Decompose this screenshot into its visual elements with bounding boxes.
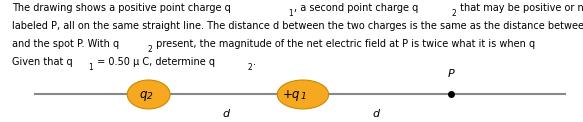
Text: d: d bbox=[373, 109, 380, 119]
Text: 2: 2 bbox=[146, 92, 152, 101]
Text: The drawing shows a positive point charge q: The drawing shows a positive point charg… bbox=[12, 3, 230, 13]
Text: q: q bbox=[139, 88, 146, 101]
Text: P: P bbox=[448, 69, 455, 79]
Text: Given that q: Given that q bbox=[12, 57, 72, 67]
Text: that may be positive or negative, and a spot: that may be positive or negative, and a … bbox=[457, 3, 583, 13]
Text: 2: 2 bbox=[451, 9, 456, 18]
Text: present, the magnitude of the net electric field at P is twice what it is when q: present, the magnitude of the net electr… bbox=[153, 39, 535, 49]
Text: labeled P, all on the same straight line. The distance d between the two charges: labeled P, all on the same straight line… bbox=[12, 21, 583, 31]
Text: 1: 1 bbox=[88, 63, 93, 72]
Text: d: d bbox=[222, 109, 229, 119]
Text: , a second point charge q: , a second point charge q bbox=[294, 3, 419, 13]
Text: +q: +q bbox=[283, 88, 300, 101]
Text: 2: 2 bbox=[147, 45, 152, 54]
Text: 1: 1 bbox=[288, 9, 293, 18]
Text: = 0.50 μ C, determine q: = 0.50 μ C, determine q bbox=[94, 57, 215, 67]
Ellipse shape bbox=[277, 80, 329, 109]
Text: and the spot P. With q: and the spot P. With q bbox=[12, 39, 119, 49]
Ellipse shape bbox=[127, 80, 170, 109]
Text: 1: 1 bbox=[300, 92, 306, 101]
Text: .: . bbox=[253, 57, 256, 67]
Text: 2: 2 bbox=[247, 63, 252, 72]
